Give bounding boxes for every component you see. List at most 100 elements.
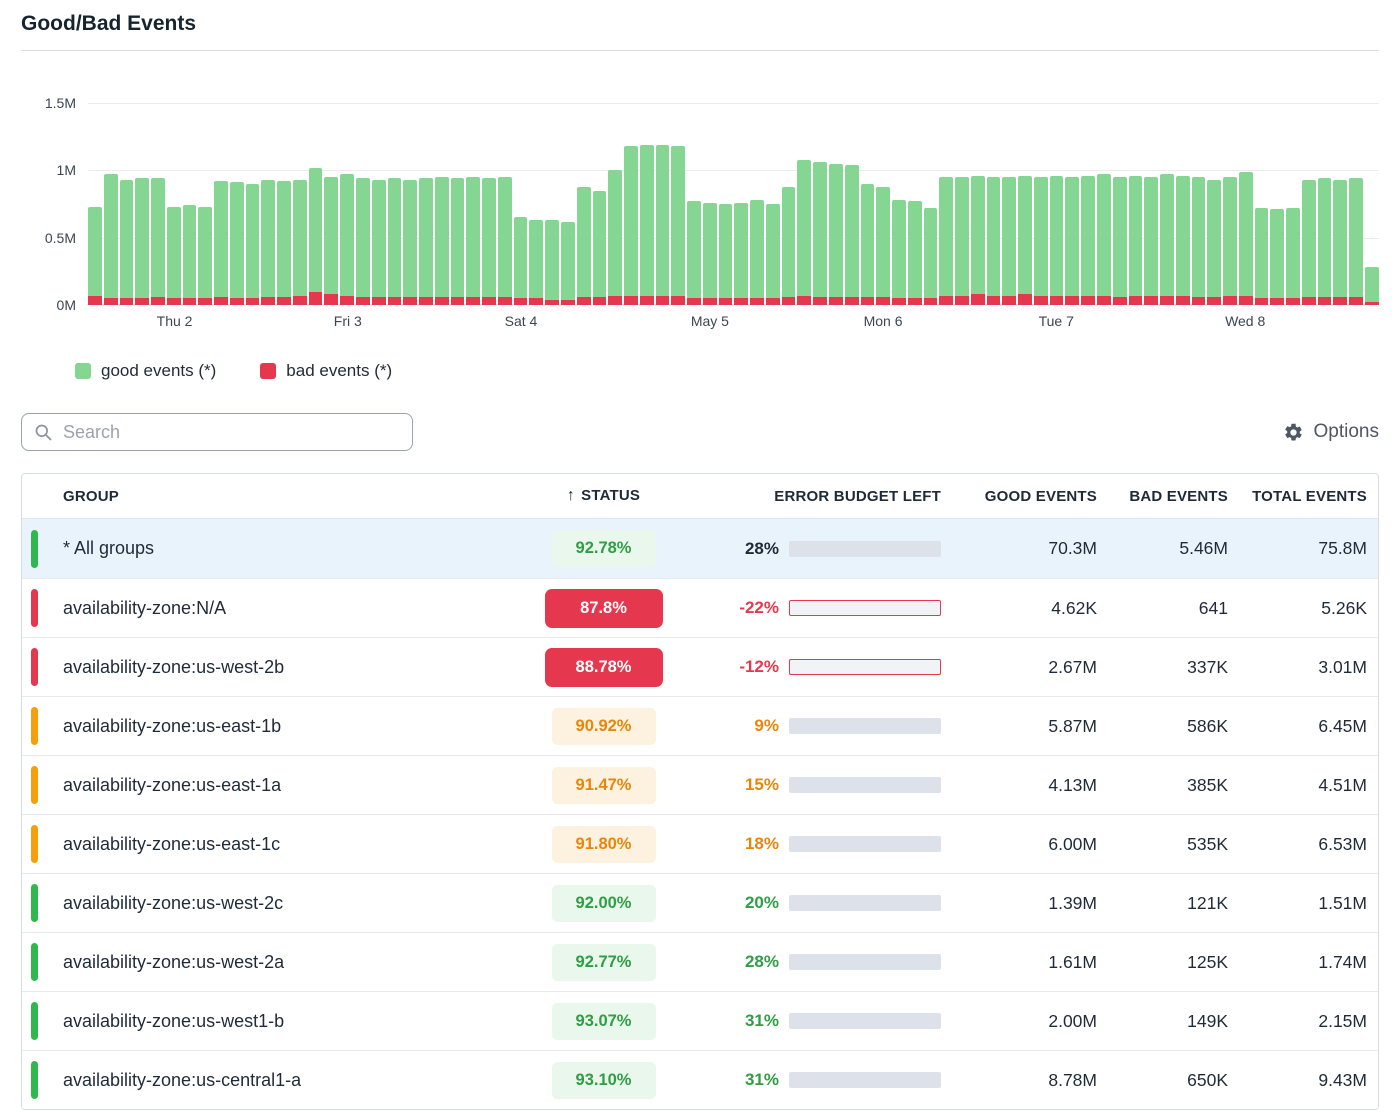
error-budget-percent: -12%	[727, 657, 779, 677]
status-cell: 92.77%	[526, 944, 681, 981]
chart-bar	[183, 205, 197, 305]
chart-bar	[1129, 176, 1143, 305]
error-budget-cell: 31%	[681, 1011, 949, 1031]
total-events-value: 6.45M	[1228, 716, 1378, 737]
chart-bar	[577, 187, 591, 306]
status-indicator	[31, 1061, 38, 1099]
good-events-value: 2.67M	[949, 657, 1097, 678]
chart-bar	[561, 222, 575, 305]
error-budget-cell: 9%	[681, 716, 949, 736]
chart-bar	[1050, 176, 1064, 305]
chart-bar	[372, 180, 386, 305]
chart-bar	[924, 208, 938, 305]
legend-item-bad-events[interactable]: bad events (*)	[260, 361, 392, 381]
good-events-value: 1.39M	[949, 893, 1097, 914]
error-budget-bar	[789, 541, 941, 557]
good-events-value: 1.61M	[949, 952, 1097, 973]
chart-bar	[861, 184, 875, 305]
chart-bar	[1333, 180, 1347, 305]
chart-plot	[88, 103, 1379, 305]
chart-bar	[1192, 177, 1206, 305]
search-input[interactable]	[63, 422, 400, 443]
chart-bar	[1176, 176, 1190, 305]
column-header-good-events[interactable]: GOOD EVENTS	[949, 488, 1097, 505]
column-header-error-budget-left[interactable]: ERROR BUDGET LEFT	[681, 488, 949, 505]
chart-bar	[1223, 177, 1237, 305]
total-events-value: 5.26K	[1228, 598, 1378, 619]
error-budget-percent: 15%	[727, 775, 779, 795]
chart-bar	[309, 168, 323, 305]
chart-bar	[797, 160, 811, 305]
table-row[interactable]: availability-zone:us-west-2a 92.77% 28% …	[22, 932, 1378, 991]
chart-bar	[388, 178, 402, 305]
chart-bar	[1286, 208, 1300, 305]
chart-bar	[451, 178, 465, 305]
group-cell: availability-zone:us-central1-a	[22, 1061, 526, 1099]
bad-events-value: 5.46M	[1097, 538, 1228, 559]
error-budget-bar	[789, 1013, 941, 1029]
chart-bar	[845, 165, 859, 305]
bad-events-value: 535K	[1097, 834, 1228, 855]
chart-bar	[750, 200, 764, 305]
table-row[interactable]: availability-zone:us-central1-a 93.10% 3…	[22, 1050, 1378, 1109]
error-budget-cell: 28%	[681, 952, 949, 972]
legend-label: bad events (*)	[286, 361, 392, 381]
status-cell: 92.78%	[526, 530, 681, 567]
status-cell: 93.07%	[526, 1003, 681, 1040]
chart-bar	[151, 178, 165, 305]
chart-bar	[340, 174, 354, 305]
error-budget-cell: 31%	[681, 1070, 949, 1090]
status-badge: 88.78%	[545, 648, 663, 687]
error-budget-cell: 15%	[681, 775, 949, 795]
bad-events-value: 586K	[1097, 716, 1228, 737]
column-header-status[interactable]: ↑STATUS	[526, 487, 681, 505]
status-indicator	[31, 530, 38, 568]
total-events-value: 6.53M	[1228, 834, 1378, 855]
total-events-value: 9.43M	[1228, 1070, 1378, 1091]
error-budget-percent: 18%	[727, 834, 779, 854]
column-header-bad-events[interactable]: BAD EVENTS	[1097, 488, 1228, 505]
table-row[interactable]: availability-zone:us-west-2c 92.00% 20% …	[22, 873, 1378, 932]
chart-bar	[435, 177, 449, 305]
group-cell: availability-zone:us-west-2a	[22, 943, 526, 981]
error-budget-bar	[789, 954, 941, 970]
status-badge: 91.47%	[552, 767, 656, 804]
column-header-total-events[interactable]: TOTAL EVENTS	[1228, 488, 1378, 505]
status-badge: 93.10%	[552, 1062, 656, 1099]
table-row[interactable]: availability-zone:us-west1-b 93.07% 31% …	[22, 991, 1378, 1050]
x-axis-label: Fri 3	[334, 313, 362, 329]
group-name: availability-zone:us-central1-a	[63, 1070, 301, 1091]
chart-bar	[167, 207, 181, 305]
chart-bar	[1270, 209, 1284, 305]
chart-bar	[766, 204, 780, 305]
search-box[interactable]	[21, 413, 413, 451]
error-budget-cell: -22%	[681, 598, 949, 618]
table-row[interactable]: availability-zone:us-east-1a 91.47% 15% …	[22, 755, 1378, 814]
error-budget-percent: 31%	[727, 1070, 779, 1090]
chart-bar	[892, 200, 906, 305]
error-budget-percent: 9%	[727, 716, 779, 736]
table-row[interactable]: availability-zone:us-west-2b 88.78% -12%…	[22, 637, 1378, 696]
group-cell: availability-zone:us-east-1a	[22, 766, 526, 804]
chart-bar	[671, 146, 685, 305]
options-button[interactable]: Options	[1283, 421, 1379, 443]
table-row[interactable]: availability-zone:us-east-1b 90.92% 9% 5…	[22, 696, 1378, 755]
chart-bar	[1144, 177, 1158, 305]
chart-bar	[498, 177, 512, 305]
table-row[interactable]: availability-zone:us-east-1c 91.80% 18% …	[22, 814, 1378, 873]
error-budget-bar	[789, 777, 941, 793]
table-body: * All groups 92.78% 28% 70.3M 5.46M 75.8…	[22, 519, 1378, 1109]
chart-bar	[1002, 177, 1016, 305]
column-header-group[interactable]: GROUP	[22, 488, 526, 505]
group-cell: availability-zone:us-west1-b	[22, 1002, 526, 1040]
legend-item-good-events[interactable]: good events (*)	[75, 361, 216, 381]
table-row[interactable]: availability-zone:N/A 87.8% -22% 4.62K 6…	[22, 578, 1378, 637]
table-row[interactable]: * All groups 92.78% 28% 70.3M 5.46M 75.8…	[22, 519, 1378, 578]
bad-events-value: 121K	[1097, 893, 1228, 914]
status-cell: 93.10%	[526, 1062, 681, 1099]
y-axis-label: 0.5M	[45, 230, 76, 246]
chart-bar	[719, 204, 733, 305]
chart-bar	[624, 146, 638, 305]
chart-bar	[1207, 180, 1221, 305]
chart-bars	[88, 103, 1379, 305]
